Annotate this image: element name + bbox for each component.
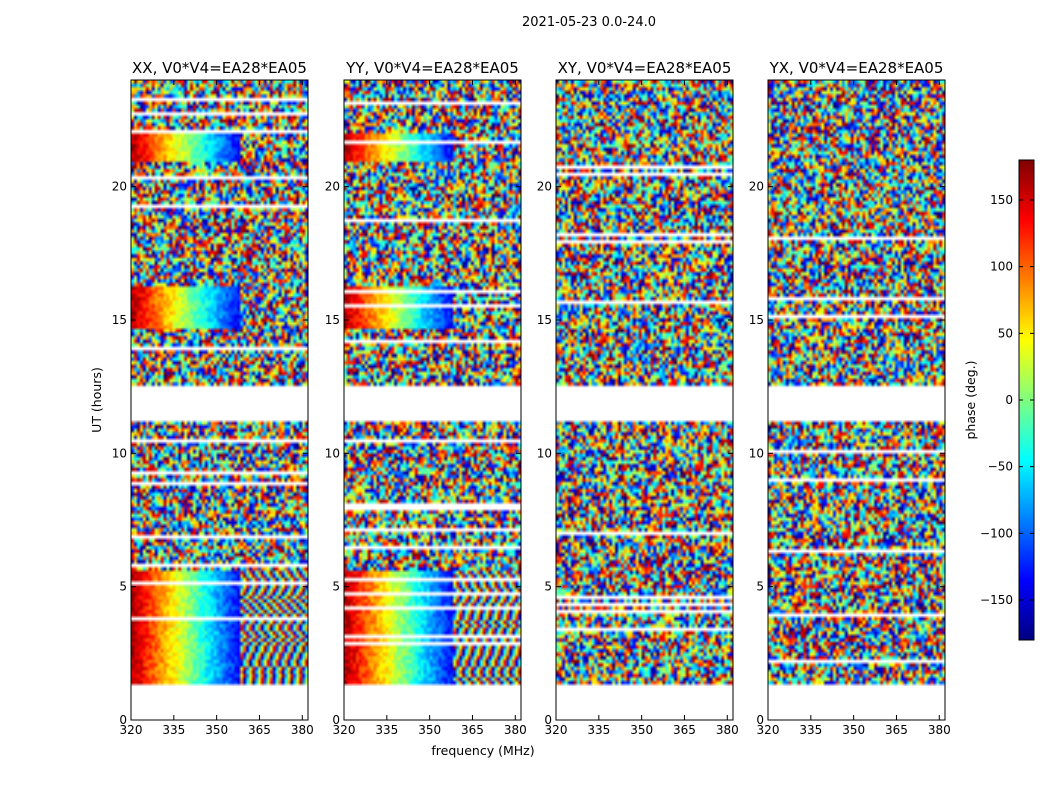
panel-title: XY, V0*V4=EA28*EA05 xyxy=(558,59,732,77)
x-tick-label: 365 xyxy=(885,723,908,737)
y-tick-label: 0 xyxy=(119,713,127,727)
panels: XX, V0*V4=EA28*EA05 320 335 350 365 380 0 5 10 15… xyxy=(112,59,951,737)
y-tick-label: 10 xyxy=(537,446,552,460)
colorbar-label: phase (deg.) xyxy=(963,361,978,440)
x-tick-label: 320 xyxy=(757,723,780,737)
y-tick-label: 20 xyxy=(749,180,764,194)
x-tick-label: 380 xyxy=(716,723,739,737)
x-tick-label: 380 xyxy=(504,723,527,737)
x-tick-label: 320 xyxy=(120,723,143,737)
x-tick-label: 320 xyxy=(545,723,568,737)
panel-frame xyxy=(767,79,946,721)
colorbar-tick-label: −100 xyxy=(980,526,1013,540)
y-tick-label: 10 xyxy=(749,446,764,460)
y-tick-label: 20 xyxy=(325,180,340,194)
phase-heatmap xyxy=(768,80,945,720)
x-axis-label: frequency (MHz) xyxy=(431,743,534,758)
x-tick-label: 335 xyxy=(375,723,398,737)
panel-1: YY, V0*V4=EA28*EA05 320 335 350 365 380 0 5 10 15… xyxy=(325,59,527,737)
x-tick-label: 380 xyxy=(291,723,314,737)
colorbar-tick-label: 100 xyxy=(990,260,1013,274)
x-tick-label: 365 xyxy=(673,723,696,737)
panel-3: YX, V0*V4=EA28*EA05 320 335 350 365 380 0 5 10 15… xyxy=(749,59,951,737)
x-tick-label: 335 xyxy=(162,723,185,737)
panel-title: YY, V0*V4=EA28*EA05 xyxy=(345,59,519,77)
y-tick-label: 15 xyxy=(537,313,552,327)
phase-heatmap xyxy=(131,80,308,720)
x-tick-label: 365 xyxy=(248,723,271,737)
y-tick-label: 0 xyxy=(332,713,340,727)
x-tick-label: 365 xyxy=(461,723,484,737)
panel-frame xyxy=(130,79,309,721)
y-tick-label: 10 xyxy=(325,446,340,460)
y-tick-label: 5 xyxy=(756,580,764,594)
x-tick-label: 380 xyxy=(928,723,951,737)
y-tick-label: 10 xyxy=(112,446,127,460)
x-tick-label: 335 xyxy=(587,723,610,737)
x-tick-label: 350 xyxy=(842,723,865,737)
colorbar-tick-label: 150 xyxy=(990,193,1013,207)
y-tick-label: 15 xyxy=(749,313,764,327)
phase-heatmap xyxy=(344,80,521,720)
colorbar: 150 100 50 0 −50 −100 −150 xyxy=(980,159,1035,641)
panel-frame xyxy=(555,79,734,721)
y-tick-label: 20 xyxy=(537,180,552,194)
colorbar-tick-label: 50 xyxy=(998,326,1013,340)
x-tick-label: 350 xyxy=(630,723,653,737)
panel-0: XX, V0*V4=EA28*EA05 320 335 350 365 380 0 5 10 15… xyxy=(112,59,314,737)
panel-title: YX, V0*V4=EA28*EA05 xyxy=(769,59,944,77)
panel-2: XY, V0*V4=EA28*EA05 320 335 350 365 380 0 5 10 15… xyxy=(537,59,739,737)
colorbar-tick-label: −150 xyxy=(980,593,1013,607)
colorbar-tick-label: 0 xyxy=(1005,393,1013,407)
y-tick-label: 15 xyxy=(112,313,127,327)
x-tick-label: 350 xyxy=(205,723,228,737)
y-tick-label: 20 xyxy=(112,180,127,194)
y-tick-label: 15 xyxy=(325,313,340,327)
x-tick-label: 320 xyxy=(333,723,356,737)
y-tick-label: 5 xyxy=(332,580,340,594)
y-tick-label: 5 xyxy=(119,580,127,594)
panel-frame xyxy=(343,79,522,721)
y-tick-label: 0 xyxy=(756,713,764,727)
panel-title: XX, V0*V4=EA28*EA05 xyxy=(132,59,307,77)
x-tick-label: 350 xyxy=(418,723,441,737)
x-tick-label: 335 xyxy=(799,723,822,737)
y-tick-label: 5 xyxy=(544,580,552,594)
y-axis-label: UT (hours) xyxy=(89,367,104,433)
y-tick-label: 0 xyxy=(544,713,552,727)
colorbar-tick-label: −50 xyxy=(988,460,1013,474)
phase-heatmap xyxy=(556,80,733,720)
figure-suptitle: 2021-05-23 0.0-24.0 xyxy=(522,15,656,30)
